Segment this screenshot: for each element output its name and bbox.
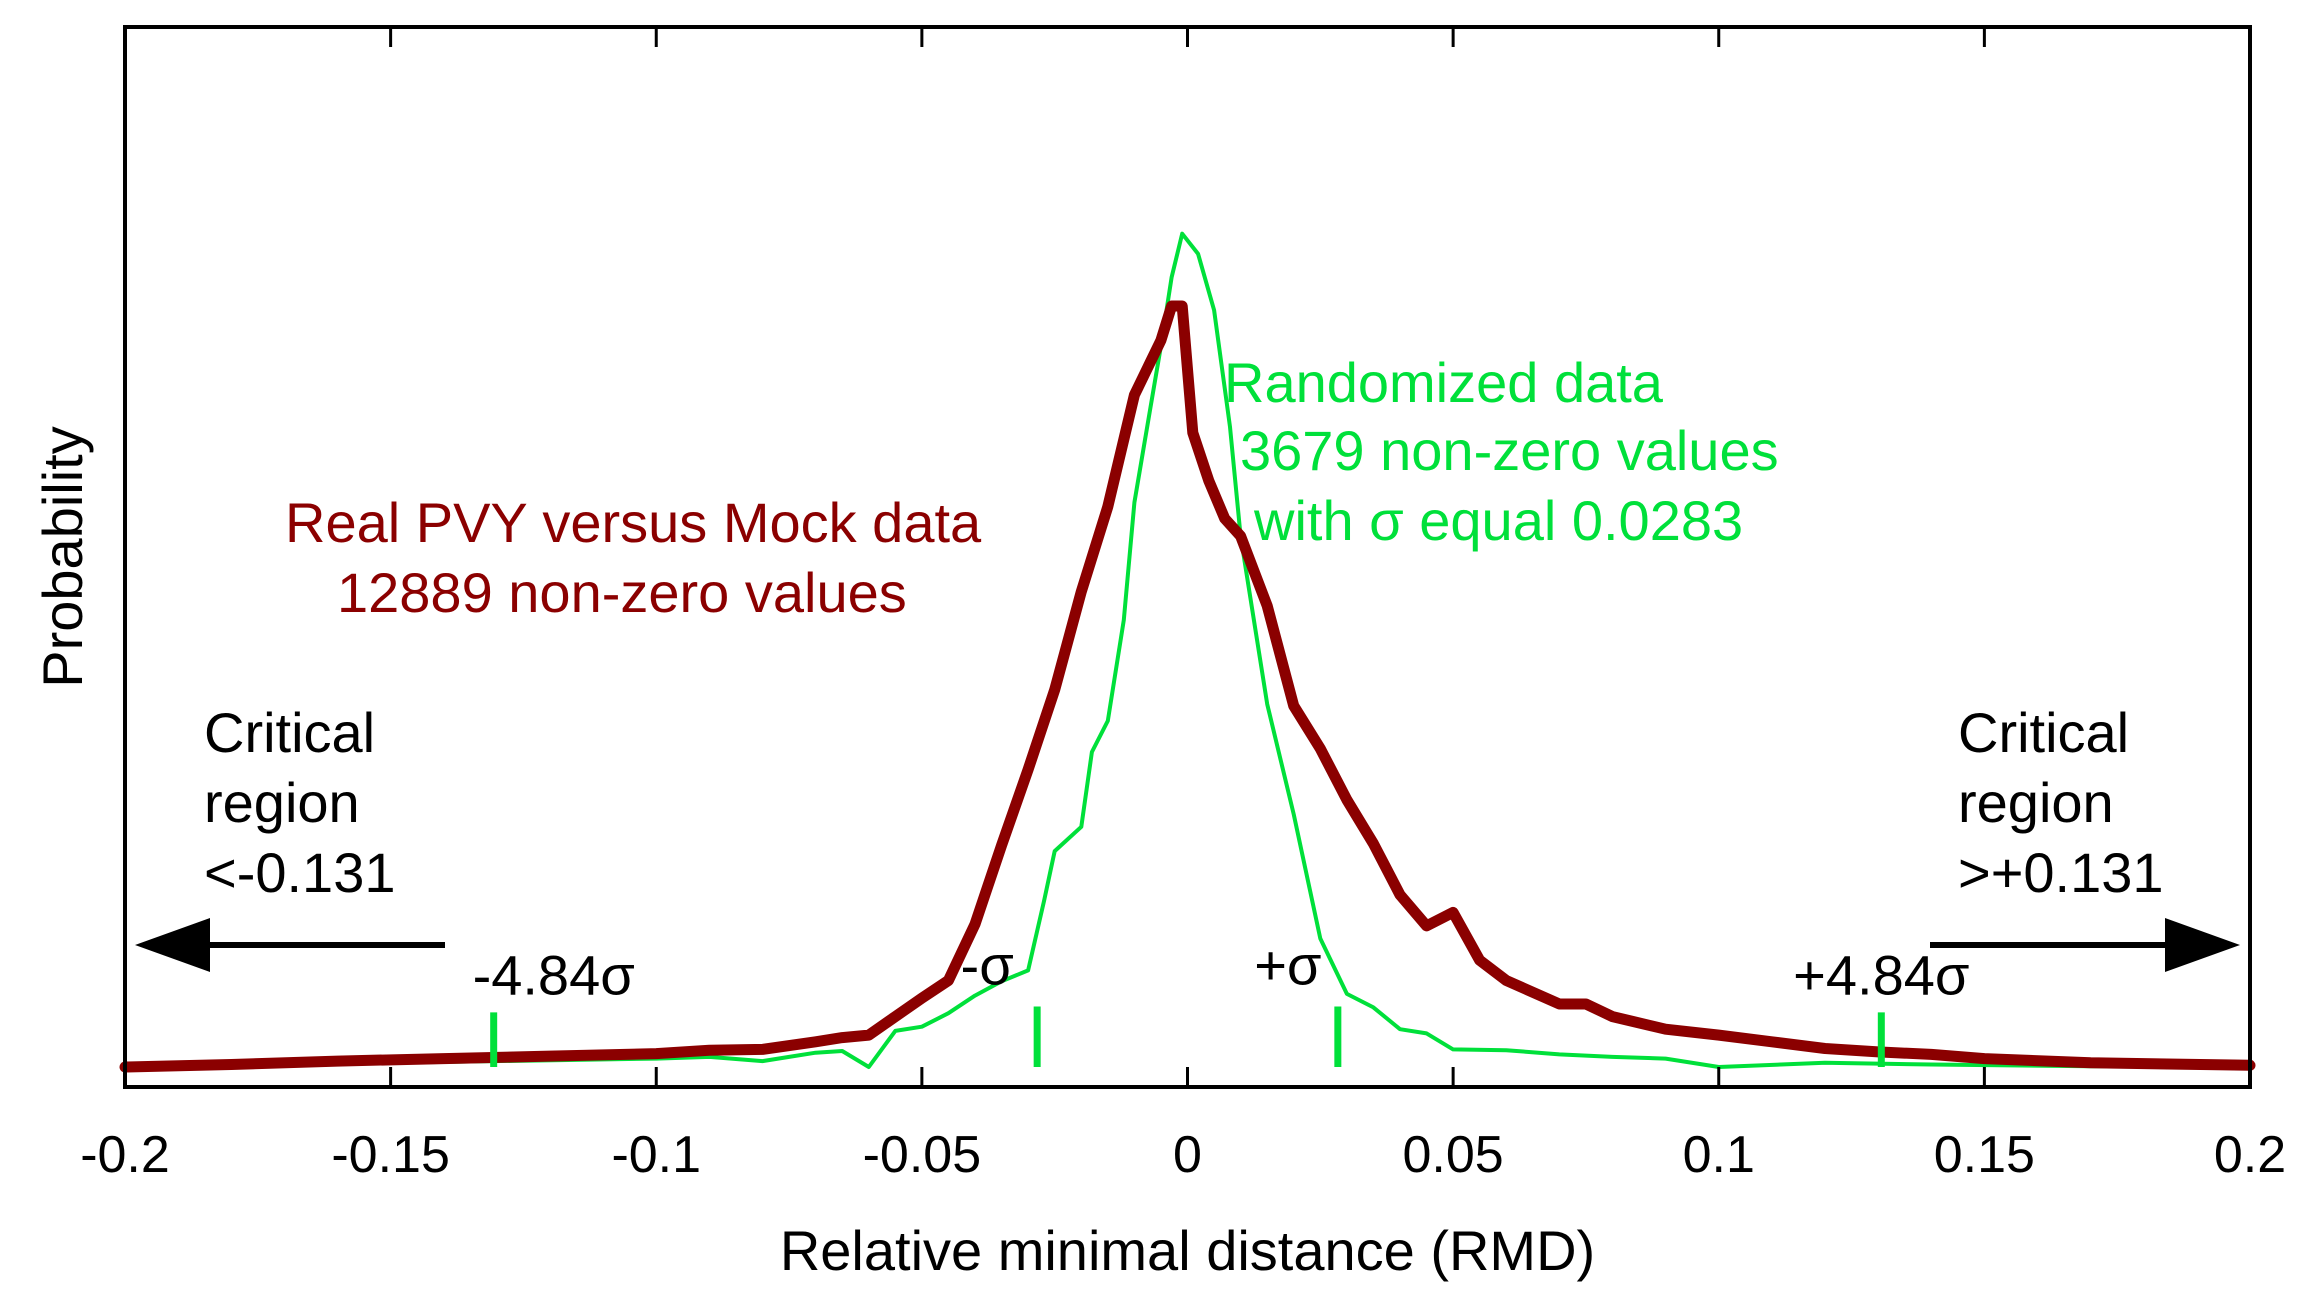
left-arrow-icon [135,918,445,972]
randomized-data-label-line-2: 3679 non-zero values [1240,419,1779,482]
real-data-label-line-2: 12889 non-zero values [337,561,907,624]
sigma-markers: -4.84σ -σ +σ +4.84σ [473,934,1969,1067]
x-tick-label: 0.1 [1683,1126,1755,1184]
y-axis-title: Probability [31,426,94,687]
critical-right-line-1: Critical [1958,701,2129,764]
x-tick-label: 0.15 [1934,1126,2035,1184]
critical-left-line-2: region [204,771,360,834]
x-axis-ticks [123,27,2252,1087]
x-tick-label: -0.2 [80,1126,170,1184]
randomized-data-label-line-1: Randomized data [1224,351,1664,414]
critical-region-right: Critical region >+0.131 [1958,701,2164,904]
x-tick-label: 0 [1173,1126,1202,1184]
sigma-marker-label: +σ [1254,934,1321,997]
sigma-marker-label: +4.84σ [1793,943,1969,1006]
x-tick-label: 0.05 [1403,1126,1504,1184]
x-axis-tick-labels: -0.2 -0.15 -0.1 -0.05 0 0.05 0.1 0.15 0.2 [80,1126,2286,1184]
randomized-data-label: Randomized data 3679 non-zero values wit… [1224,351,1779,552]
real-data-label-line-1: Real PVY versus Mock data [285,491,982,554]
critical-region-left: Critical region <-0.131 [204,701,396,904]
x-tick-label: 0.2 [2214,1126,2286,1184]
critical-left-line-3: <-0.131 [204,841,396,904]
x-tick-label: -0.15 [331,1126,450,1184]
randomized-data-label-line-3: with σ equal 0.0283 [1253,489,1743,552]
critical-left-line-1: Critical [204,701,375,764]
real-pvy-series-line [119,300,2256,1073]
x-tick-label: -0.1 [611,1126,701,1184]
sigma-marker-label: -σ [961,934,1014,997]
critical-right-line-2: region [1958,771,2114,834]
series-layer [119,231,2256,1073]
real-data-label: Real PVY versus Mock data 12889 non-zero… [285,491,982,624]
x-tick-label: -0.05 [863,1126,982,1184]
annotations: Real PVY versus Mock data 12889 non-zero… [135,351,2240,972]
sigma-marker-label: -4.84σ [473,943,635,1006]
right-arrow-icon [1930,918,2240,972]
x-axis-title: Relative minimal distance (RMD) [780,1219,1595,1282]
critical-right-line-3: >+0.131 [1958,841,2164,904]
